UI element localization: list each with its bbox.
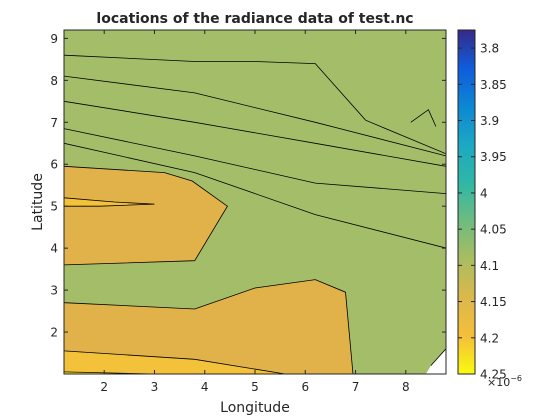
x-axis-label: Longitude — [220, 400, 290, 416]
contour-lines — [64, 54, 446, 374]
contour-line-0 — [64, 54, 446, 155]
colorbar-tick-label: 4.05 — [480, 223, 507, 237]
x-tick-label: 3 — [151, 380, 159, 394]
colorbar-tick-label: 4.1 — [480, 259, 499, 273]
contour-line-1 — [410, 109, 437, 127]
x-tick-label: 6 — [301, 380, 309, 394]
x-tick-label: 8 — [402, 380, 410, 394]
colorbar-tick-label: 3.8 — [480, 42, 499, 56]
colorbar-exponent-base: ×10 — [487, 376, 510, 389]
x-tick-label: 2 — [100, 380, 108, 394]
contour-fill-8 — [64, 279, 353, 374]
contour-line-4 — [64, 128, 446, 194]
y-axis-ticks: 2 3 4 5 6 7 8 9 — [50, 32, 446, 340]
y-tick-label: 3 — [50, 284, 58, 298]
contour-fill-7 — [64, 166, 228, 265]
colorbar-tick-label: 4.25 — [480, 368, 507, 382]
x-axis-ticks: 2 3 4 5 6 7 8 — [100, 30, 410, 394]
colorbar-tick-label: 4.2 — [480, 331, 499, 345]
contour-line-6 — [64, 165, 228, 266]
colorbar — [457, 29, 476, 375]
x-tick-label: 7 — [352, 380, 360, 394]
y-tick-label: 8 — [50, 74, 58, 88]
y-axis-label: Latitude — [30, 173, 46, 231]
colorbar-tick-label: 3.85 — [480, 78, 507, 92]
y-tick-label: 6 — [50, 158, 58, 172]
contour-fill-6 — [64, 30, 446, 374]
contour-line-3 — [64, 100, 446, 167]
y-tick-label: 7 — [50, 116, 58, 130]
contour-line-10 — [430, 348, 446, 366]
y-tick-label: 5 — [50, 200, 58, 214]
contour-line-7 — [64, 197, 155, 207]
colorbar-ticks: 3.8 3.85 3.9 3.95 4 4.05 4.1 4.15 4.2 4.25 — [458, 42, 507, 382]
contour-line-2 — [64, 75, 446, 157]
contour-fills — [64, 30, 446, 374]
contour-line-5 — [64, 142, 446, 249]
colorbar-tick-label: 3.9 — [480, 114, 499, 128]
colorbar-tick-label: 4.15 — [480, 295, 507, 309]
contour-line-8 — [64, 279, 354, 374]
contour-line-9 — [64, 350, 286, 374]
x-tick-label: 4 — [201, 380, 209, 394]
contour-fill-9 — [64, 350, 286, 374]
colorbar-tick-label: 3.95 — [480, 150, 507, 164]
x-tick-label: 5 — [251, 380, 259, 394]
chart-title: locations of the radiance data of test.n… — [96, 11, 413, 27]
colorbar-exponent-power: −6 — [510, 374, 522, 383]
y-tick-label: 2 — [50, 326, 58, 340]
colorbar-tick-label: 4 — [480, 186, 488, 200]
colorbar-exponent: ×10−6 — [487, 374, 522, 389]
y-tick-label: 4 — [50, 242, 58, 256]
y-tick-label: 9 — [50, 32, 58, 46]
